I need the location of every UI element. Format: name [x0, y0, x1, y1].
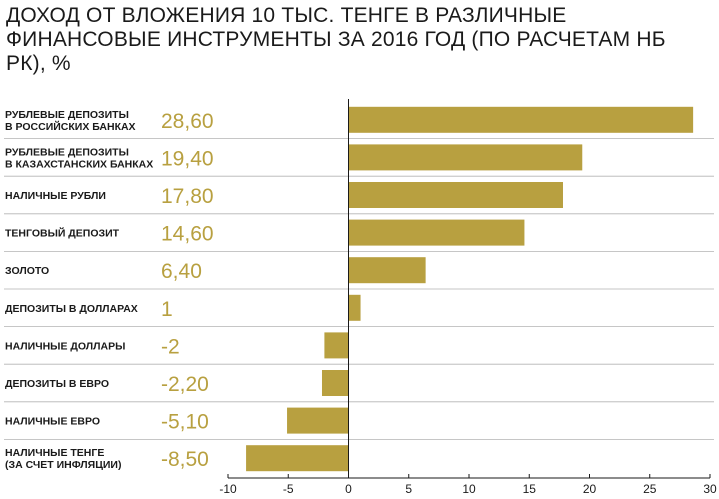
x-tick-label: 20: [583, 482, 597, 496]
value-label: -8,50: [161, 448, 209, 471]
value-label: -2,20: [161, 373, 209, 396]
category-label: РУБЛЕВЫЕ ДЕПОЗИТЫ: [5, 146, 129, 158]
category-label: ДЕПОЗИТЫ В ЕВРО: [5, 378, 109, 390]
category-label: НАЛИЧНЫЕ ТЕНГЕ: [5, 447, 104, 459]
category-label: ДЕПОЗИТЫ В ДОЛЛАРАХ: [5, 303, 138, 315]
chart-title: ДОХОД ОТ ВЛОЖЕНИЯ 10 ТЫС. ТЕНГЕ В РАЗЛИЧ…: [6, 4, 666, 75]
bar: [348, 106, 694, 133]
value-label: -5,10: [161, 411, 209, 434]
bar: [324, 332, 349, 359]
bar: [246, 445, 349, 472]
value-label: 19,40: [161, 147, 214, 170]
value-label: 17,80: [161, 185, 214, 208]
category-label: ЗОЛОТО: [5, 265, 49, 277]
category-label: (ЗА СЧЕТ ИНФЛЯЦИИ): [5, 459, 121, 471]
x-tick-label: 5: [405, 482, 412, 496]
x-tick-label: -5: [283, 482, 294, 496]
category-label: В РОССИЙСКИХ БАНКАХ: [5, 120, 136, 133]
category-label: НАЛИЧНЫЕ ЕВРО: [5, 416, 100, 428]
row-separators: [4, 138, 714, 440]
category-label: НАЛИЧНЫЕ РУБЛИ: [5, 190, 106, 202]
bar: [348, 257, 426, 284]
bar: [348, 219, 525, 246]
category-label: РУБЛЕВЫЕ ДЕПОЗИТЫ: [5, 109, 129, 121]
category-label: НАЛИЧНЫЕ ДОЛЛАРЫ: [5, 340, 125, 352]
value-label: 1: [161, 298, 173, 321]
bar: [321, 370, 349, 396]
value-label: -2: [161, 335, 180, 358]
value-label: 6,40: [161, 260, 202, 283]
bar: [348, 144, 583, 171]
x-tick-label: -10: [219, 482, 237, 496]
x-tick-label: 25: [643, 482, 657, 496]
value-label: 28,60: [161, 110, 214, 133]
x-axis: -10 -5 0 5 10 15 20 25 30: [219, 99, 717, 496]
value-label: 14,60: [161, 223, 214, 246]
category-label: В КАЗАХСТАНСКИХ БАНКАХ: [5, 158, 153, 170]
x-tick-label: 0: [345, 482, 352, 496]
value-labels: 28,60 19,40 17,80 14,60 6,40 1 -2 -2,20 -5,10 -8,…: [161, 110, 214, 471]
bar: [287, 407, 349, 434]
bar: [348, 294, 361, 321]
bar: [348, 182, 563, 208]
x-tick-label: 10: [462, 482, 476, 496]
bars: [246, 106, 694, 472]
x-tick-label: 15: [523, 482, 537, 496]
x-tick-label: 30: [703, 482, 717, 496]
category-label: ТЕНГОВЫЙ ДЕПОЗИТ: [5, 227, 120, 240]
